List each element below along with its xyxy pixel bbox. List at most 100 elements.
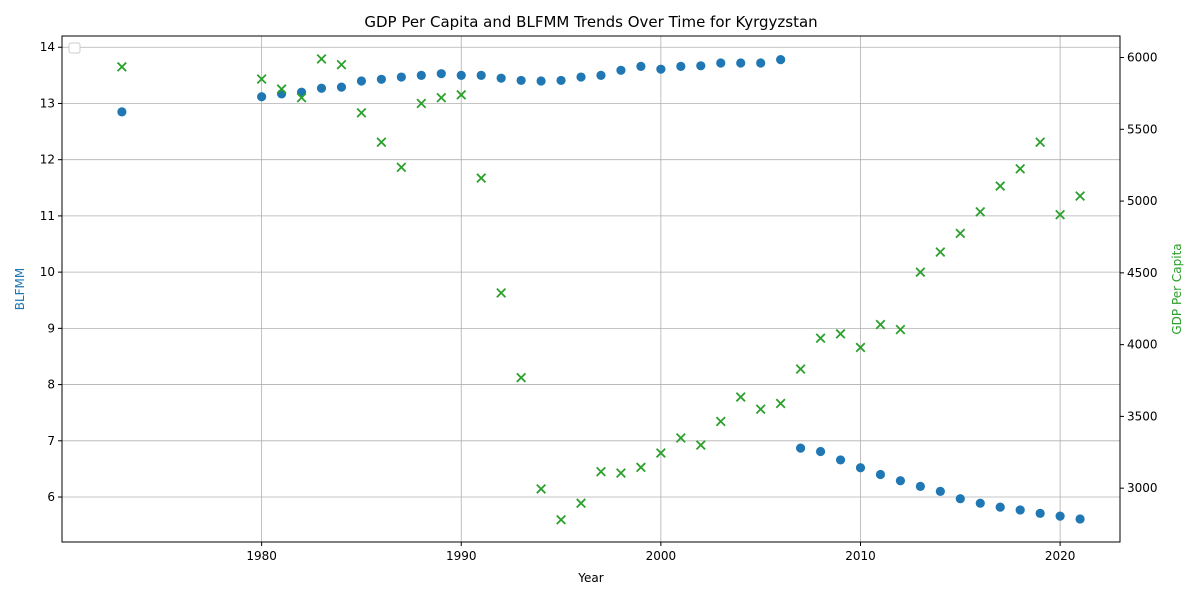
gdp-point [935, 247, 946, 257]
blfmm-point [117, 107, 127, 117]
y-right-tick-label: 3000 [1127, 481, 1158, 495]
gdp-point [635, 462, 646, 473]
gdp-point [1055, 209, 1066, 220]
y-left-tick-label: 10 [40, 265, 55, 279]
marks-layer [116, 54, 1086, 525]
gdp-point [655, 448, 666, 458]
gdp-point [775, 398, 786, 409]
blfmm-point [736, 58, 746, 68]
chart-title: GDP Per Capita and BLFMM Trends Over Tim… [364, 13, 817, 31]
blfmm-point [1015, 505, 1025, 515]
gdp-point [316, 54, 327, 64]
legend-box [68, 42, 81, 54]
gdp-point [336, 59, 347, 70]
y-left-tick-label: 12 [40, 153, 55, 167]
gdp-point [855, 342, 866, 353]
blfmm-point [257, 92, 267, 102]
blfmm-point [1075, 514, 1085, 524]
y-right-tick-label: 6000 [1127, 51, 1158, 65]
gdp-point [496, 288, 507, 298]
y-left-tick-label: 14 [40, 40, 55, 54]
gdp-point [1015, 163, 1026, 174]
y-left-tick-label: 7 [47, 434, 55, 448]
y-left-tick-label: 8 [47, 378, 55, 392]
gdp-point [256, 74, 267, 85]
y-axis-left-label: BLFMM [13, 268, 27, 311]
blfmm-point [995, 502, 1005, 512]
blfmm-point [796, 443, 806, 453]
gdp-point [955, 228, 966, 239]
gdp-point [396, 162, 407, 173]
gdp-point [895, 324, 906, 335]
blfmm-point [556, 75, 566, 86]
blfmm-point [536, 76, 546, 86]
blfmm-point [396, 72, 406, 82]
gdp-point [476, 173, 487, 184]
y-axis-right-label: GDP Per Capita [1170, 243, 1184, 334]
y-right-tick-label: 3500 [1127, 409, 1158, 423]
gdp-point [1035, 137, 1046, 148]
x-tick-label: 1990 [446, 549, 477, 563]
gdp-point [456, 89, 467, 100]
gdp-point [915, 267, 926, 278]
blfmm-point [676, 61, 686, 71]
gdp-point [755, 404, 766, 415]
blfmm-point [756, 58, 766, 68]
blfmm-point [316, 83, 327, 93]
y-right-tick-label: 5000 [1127, 194, 1158, 208]
y-left-tick-label: 11 [40, 209, 55, 223]
blfmm-point [416, 70, 426, 80]
gdp-point [536, 483, 547, 494]
gdp-point [695, 440, 706, 451]
blfmm-point [815, 446, 826, 457]
blfmm-point [616, 65, 626, 75]
blfmm-point [835, 455, 846, 465]
gdp-point [516, 372, 527, 383]
gdp-point [556, 514, 566, 525]
blfmm-point [356, 76, 367, 86]
blfmm-point [496, 73, 506, 83]
gdp-point [576, 498, 586, 509]
gdp-point [356, 107, 367, 118]
blfmm-point [476, 70, 486, 80]
x-tick-label: 2020 [1045, 549, 1076, 563]
x-tick-label: 2000 [646, 549, 677, 563]
gdp-point [436, 92, 447, 103]
x-tick-label: 2010 [845, 549, 876, 563]
blfmm-point [716, 58, 726, 68]
blfmm-point [895, 476, 906, 486]
x-axis-label: Year [577, 571, 603, 585]
blfmm-point [596, 70, 606, 80]
gdp-point [296, 92, 307, 103]
blfmm-point [636, 61, 646, 71]
y-right-tick-label: 5500 [1127, 122, 1158, 136]
plot-frame [61, 35, 1121, 543]
blfmm-point [656, 64, 666, 74]
gdp-point [835, 328, 846, 339]
blfmm-point [456, 70, 466, 80]
gdp-point [795, 364, 806, 374]
blfmm-point [696, 61, 706, 71]
blfmm-point [875, 469, 886, 480]
y-right-tick-label: 4500 [1127, 266, 1158, 280]
y-left-tick-label: 13 [40, 96, 55, 110]
blfmm-point [955, 494, 965, 504]
axes-layer: 1980 1990 2000 2010 2020 6 7 8 9 10 11 12 13 14 3000 35… [40, 40, 1158, 563]
gdp-point [675, 432, 686, 443]
gdp-point [875, 319, 886, 330]
gdp-point [276, 84, 287, 95]
blfmm-point [376, 74, 386, 84]
y-left-tick-label: 9 [47, 321, 55, 335]
x-tick-label: 1980 [246, 549, 277, 563]
y-left-tick-label: 6 [47, 490, 55, 504]
gdp-point [416, 98, 427, 109]
blfmm-point [276, 89, 287, 99]
blfmm-point [935, 486, 945, 496]
gdp-point [975, 206, 986, 217]
blfmm-point [516, 75, 526, 86]
blfmm-point [915, 481, 925, 491]
blfmm-point [576, 72, 586, 82]
gdp-point [616, 468, 626, 479]
